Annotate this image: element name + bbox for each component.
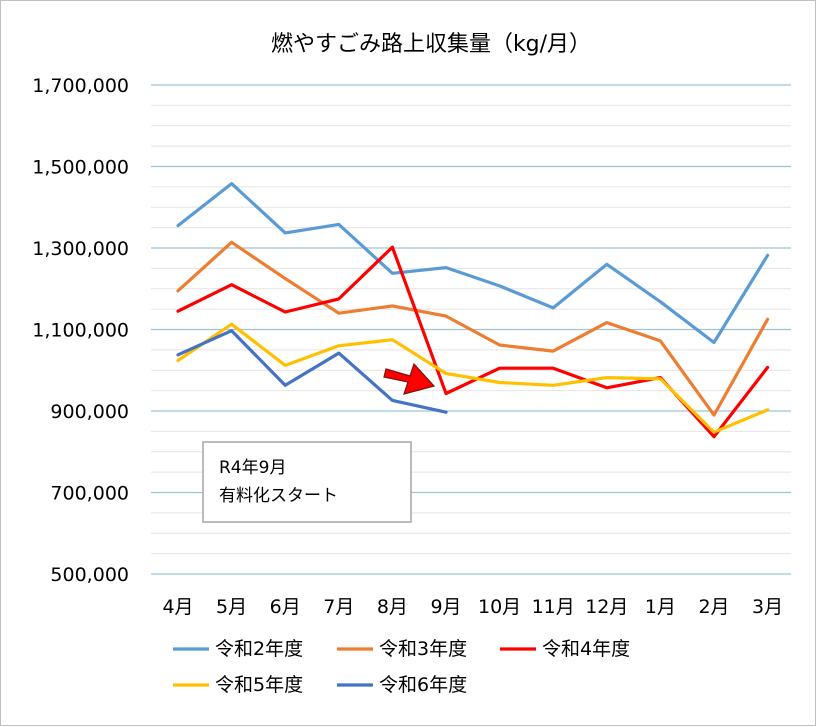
legend-label: 令和2年度 bbox=[215, 638, 303, 660]
x-axis-tick-labels: 4月 5月 6月 7月 8月 9月 10月 11月 12月 1月 2月 3月 bbox=[162, 596, 783, 618]
y-tick-label: 1,300,000 bbox=[32, 238, 129, 260]
x-tick-label: 6月 bbox=[270, 596, 301, 618]
series-line-5 bbox=[176, 329, 448, 414]
legend-label: 令和4年度 bbox=[542, 638, 630, 660]
y-axis-tick-labels: 500,000 700,000 900,000 1,100,000 1,300,000 1… bbox=[32, 75, 129, 586]
y-tick-label: 700,000 bbox=[50, 483, 129, 505]
x-tick-label: 11月 bbox=[532, 596, 575, 618]
series-lines bbox=[176, 182, 770, 439]
x-tick-label: 10月 bbox=[478, 596, 521, 618]
y-tick-label: 1,700,000 bbox=[32, 75, 129, 97]
series-line-1 bbox=[176, 182, 770, 345]
x-tick-label: 7月 bbox=[323, 596, 354, 618]
legend-label: 令和6年度 bbox=[379, 674, 467, 696]
x-tick-label: 4月 bbox=[162, 596, 193, 618]
annotation-text-line: R4年9月 bbox=[219, 458, 286, 478]
x-tick-label: 1月 bbox=[645, 596, 676, 618]
red-arrow-shape bbox=[383, 362, 436, 395]
annotation-arrow bbox=[383, 362, 436, 395]
chart-title: 燃やすごみ路上収集量（kg/月） bbox=[271, 32, 591, 57]
series-line-2 bbox=[176, 240, 770, 417]
annotation-text-line: 有料化スタート bbox=[219, 486, 338, 506]
x-tick-label: 5月 bbox=[216, 596, 247, 618]
y-tick-label: 900,000 bbox=[50, 401, 129, 423]
y-tick-label: 1,100,000 bbox=[32, 320, 129, 342]
x-tick-label: 8月 bbox=[377, 596, 408, 618]
x-tick-label: 2月 bbox=[698, 596, 729, 618]
x-tick-label: 9月 bbox=[430, 596, 461, 618]
y-tick-label: 1,500,000 bbox=[32, 157, 129, 179]
x-tick-label: 12月 bbox=[585, 596, 628, 618]
x-tick-label: 3月 bbox=[752, 596, 783, 618]
annotation-box-border bbox=[202, 441, 412, 523]
y-tick-label: 500,000 bbox=[50, 564, 129, 586]
series-line-4 bbox=[176, 322, 770, 434]
legend-label: 令和5年度 bbox=[215, 674, 303, 696]
legend-label: 令和3年度 bbox=[379, 638, 467, 660]
